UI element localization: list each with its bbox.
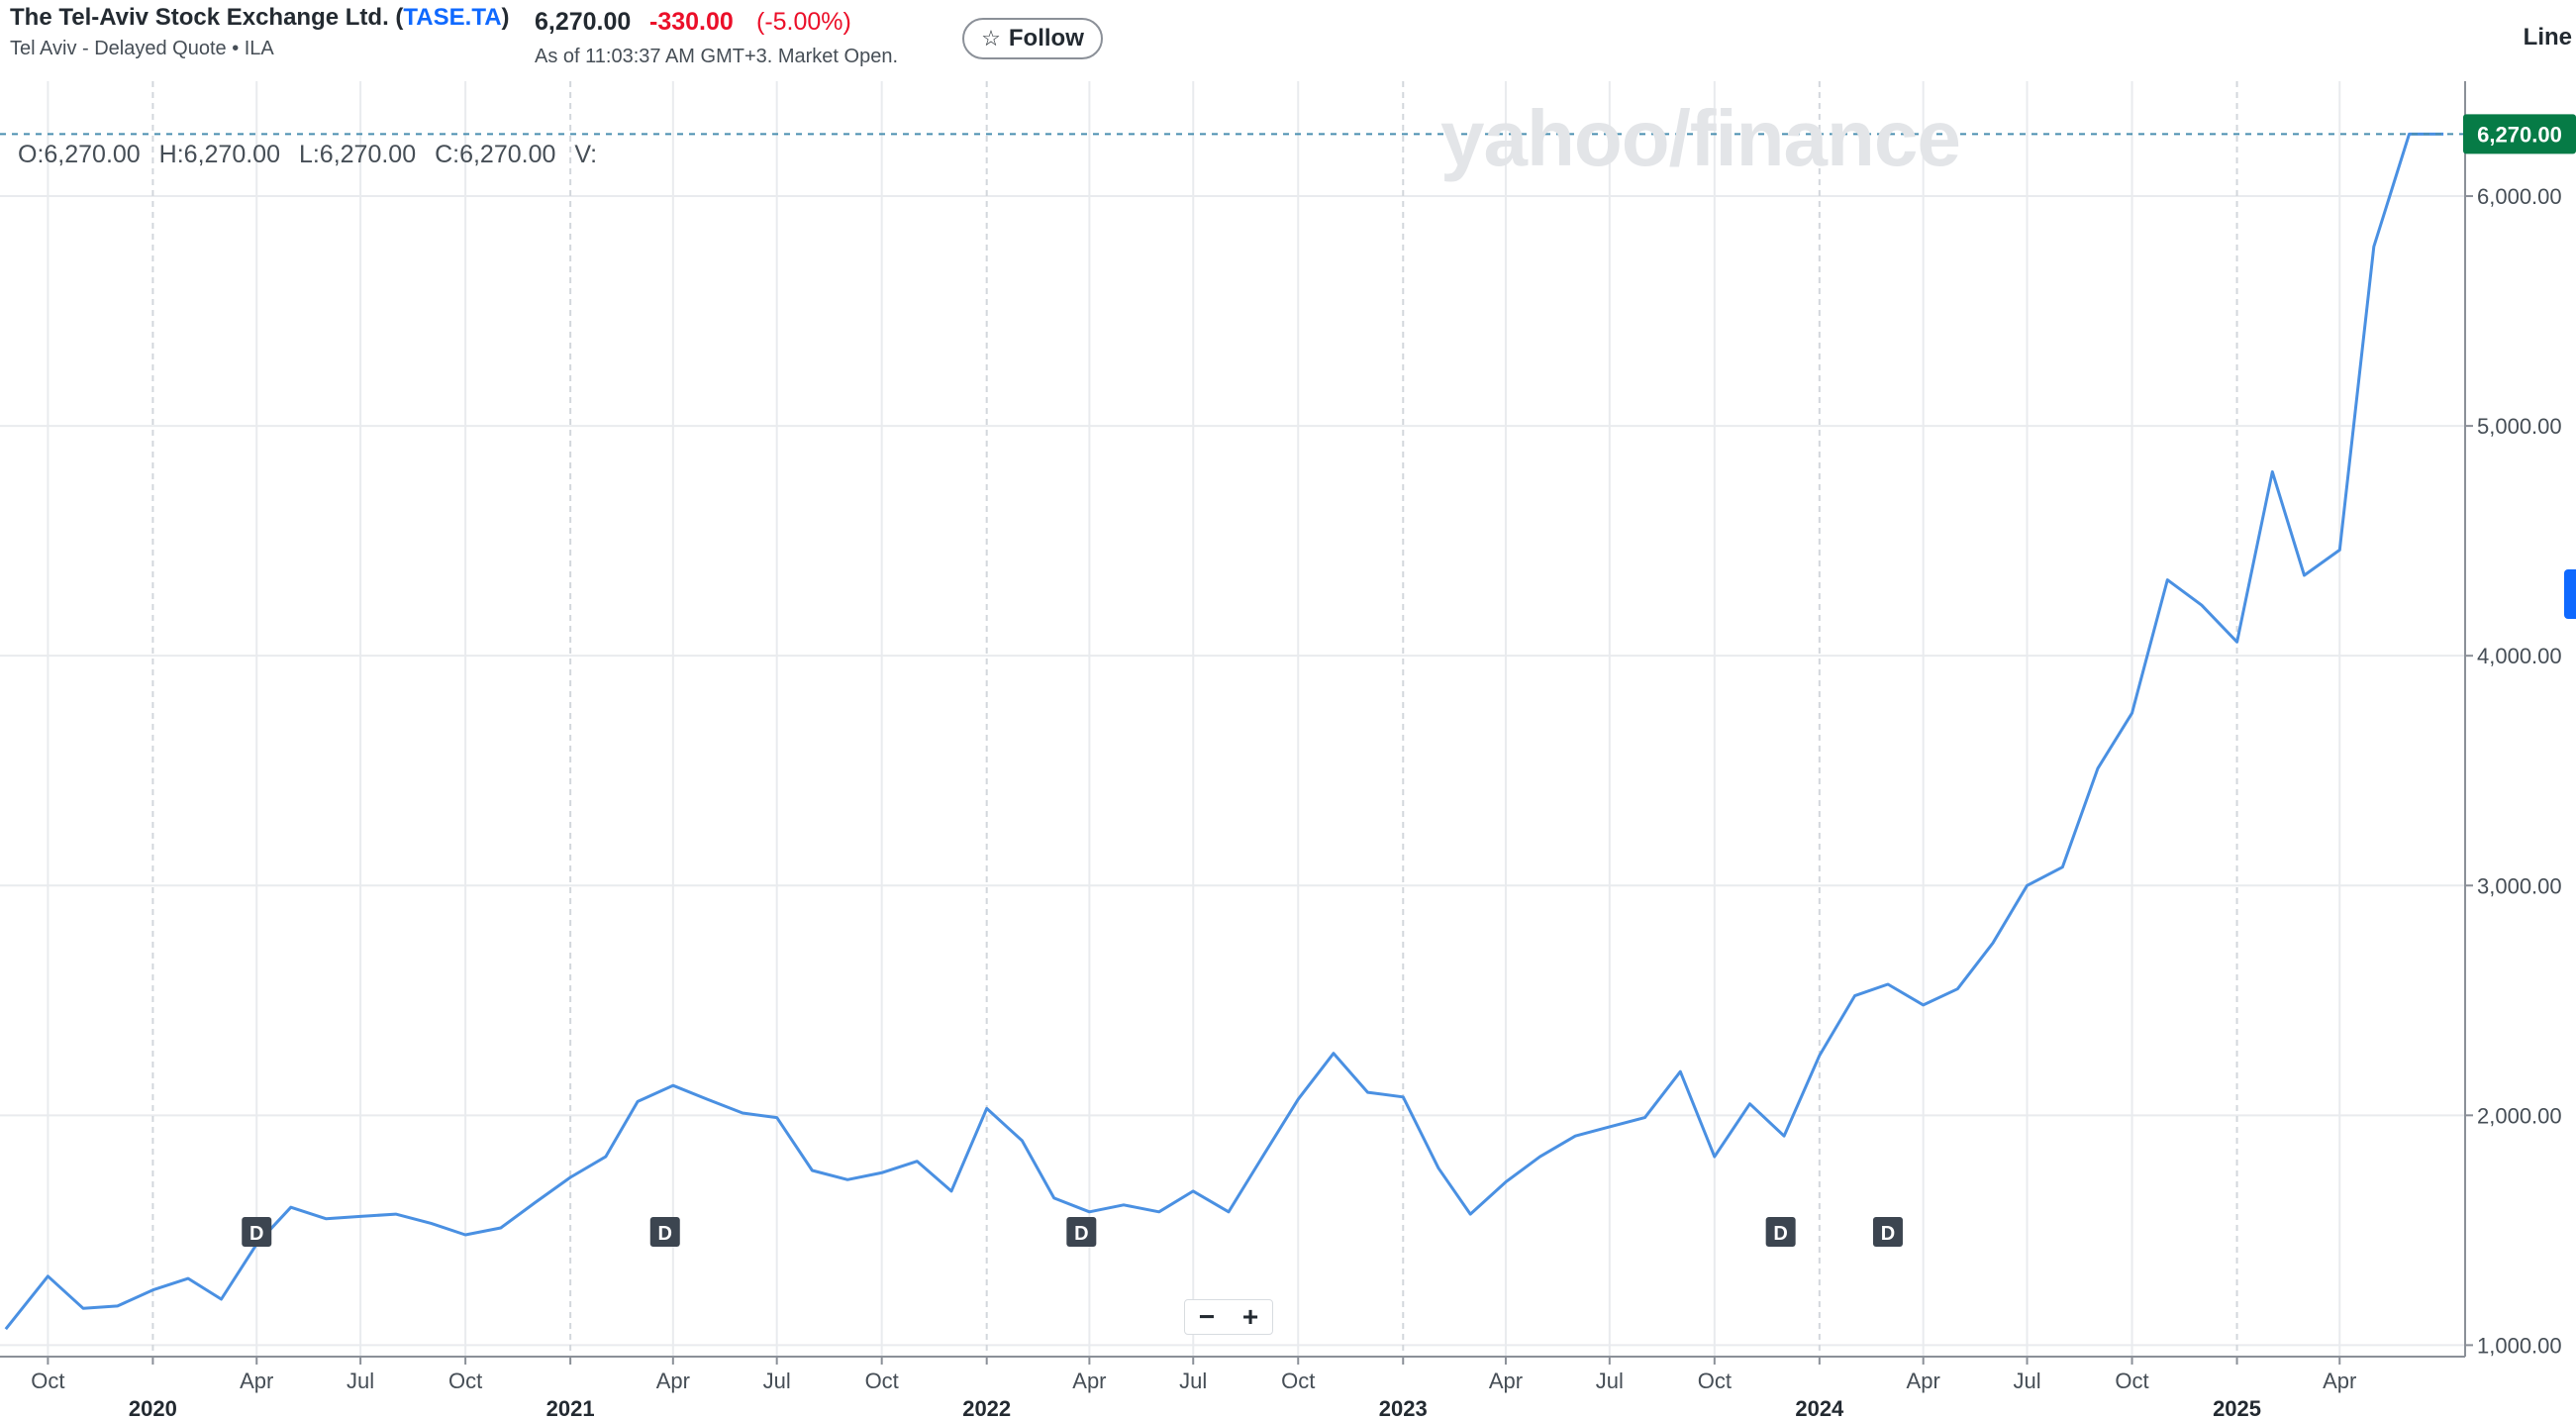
dividend-marker-box [1066,1217,1097,1247]
x-tick-label: Jul [1596,1369,1624,1393]
year-label: 2025 [2213,1396,2261,1420]
x-tick-label: Jul [2013,1369,2040,1393]
year-label: 2022 [962,1396,1011,1420]
x-tick-label: Apr [1489,1369,1523,1393]
current-price: 6,270.00 [535,8,632,36]
ohlc-low: L:6,270.00 [298,141,417,168]
symbol-paren-close: ) [501,4,510,31]
x-tick-label: Apr [1072,1369,1106,1393]
x-tick-label: Apr [656,1369,690,1393]
dividend-marker[interactable]: D [1765,1217,1796,1247]
x-tick-label: Apr [2323,1369,2356,1393]
y-tick-label: 4,000.00 [2477,644,2562,668]
price-change: -330.00 [649,8,734,36]
dividend-marker-box [1765,1217,1796,1247]
chart-type-selector[interactable]: Line [2523,24,2572,51]
follow-label: Follow [1008,25,1084,51]
company-name: The Tel-Aviv Stock Exchange Ltd. [10,4,389,31]
side-panel-toggle[interactable] [2564,569,2576,619]
last-price-indicator: 6,270.00 [0,114,2576,154]
x-tick-label: Oct [1698,1369,1732,1393]
y-tick-label: 6,000.00 [2477,184,2562,209]
zoom-out-button[interactable]: − [1198,1301,1216,1332]
x-tick-label: Oct [865,1369,899,1393]
dividend-marker-label: D [1881,1223,1895,1245]
dividend-marker-box [649,1217,680,1247]
year-label: 2024 [1795,1396,1844,1420]
symbol-paren-open: ( [395,4,404,31]
chart-grid [0,81,2465,1357]
ohlc-high: H:6,270.00 [158,141,280,168]
year-label: 2020 [129,1396,177,1420]
zoom-in-button[interactable]: + [1241,1301,1259,1332]
x-tick-label: Oct [1281,1369,1315,1393]
y-axis-ticks: 1,000.00 2,000.00 3,000.00 4,000.00 5,000.00… [2465,184,2562,1358]
x-tick-label: Apr [1907,1369,1940,1393]
x-tick-label: Jul [763,1369,791,1393]
x-tick-label: Oct [31,1369,64,1393]
year-label: 2021 [546,1396,595,1420]
last-price-badge [2463,114,2576,154]
y-tick-label: 2,000.00 [2477,1103,2562,1128]
dividend-marker-label: D [1074,1223,1088,1245]
year-label: 2023 [1379,1396,1428,1420]
dividend-marker-label: D [249,1223,263,1245]
follow-button[interactable]: ☆ Follow [962,18,1103,59]
x-tick-label: Oct [448,1369,482,1393]
dividend-marker[interactable]: D [1066,1217,1097,1247]
dividend-marker[interactable]: D [649,1217,680,1247]
y-tick-label: 5,000.00 [2477,414,2562,439]
price-change-percent: (-5.00%) [756,8,851,36]
star-icon: ☆ [981,26,1001,51]
yahoo-finance-watermark: yahoo/finance [1440,94,1961,182]
ohlc-volume: V: [574,141,598,168]
dividend-marker[interactable]: D [242,1217,272,1247]
exchange-subtitle: Tel Aviv - Delayed Quote • ILA [10,38,274,59]
ohlc-close: C:6,270.00 [435,141,556,168]
x-tick-label: Apr [240,1369,273,1393]
quote-header: The Tel-Aviv Stock Exchange Ltd. (TASE.T… [0,0,2576,79]
price-series [4,132,2444,1331]
ohlc-open: O:6,270.00 [18,141,141,168]
x-tick-label: Jul [347,1369,374,1393]
x-tick-label: Oct [2115,1369,2148,1393]
dividend-marker-box [242,1217,272,1247]
y-tick-label: 3,000.00 [2477,873,2562,898]
dividend-marker-box [1872,1217,1903,1247]
dividend-marker[interactable]: D [1872,1217,1903,1247]
zoom-controls: − + [1184,1299,1273,1335]
x-axis-ticks: Oct Apr Jul Oct Apr Jul Oct Apr Jul Oct Apr Jul Oct A… [31,1357,2356,1420]
ohlc-readout: O:6,270.00 H:6,270.00 L:6,270.00 C:6,270… [18,141,609,169]
last-price-label: 6,270.00 [2477,122,2562,147]
dividend-marker-label: D [1773,1223,1787,1245]
quote-timestamp: As of 11:03:37 AM GMT+3. Market Open. [535,46,899,67]
y-tick-label: 1,000.00 [2477,1333,2562,1358]
chart-axes [0,81,2466,1358]
company-title: The Tel-Aviv Stock Exchange Ltd. (TASE.T… [10,4,510,32]
x-tick-label: Jul [1179,1369,1207,1393]
dividend-marker-label: D [658,1223,672,1245]
price-line [4,132,2444,1331]
ticker-symbol-link[interactable]: TASE.TA [403,4,502,31]
